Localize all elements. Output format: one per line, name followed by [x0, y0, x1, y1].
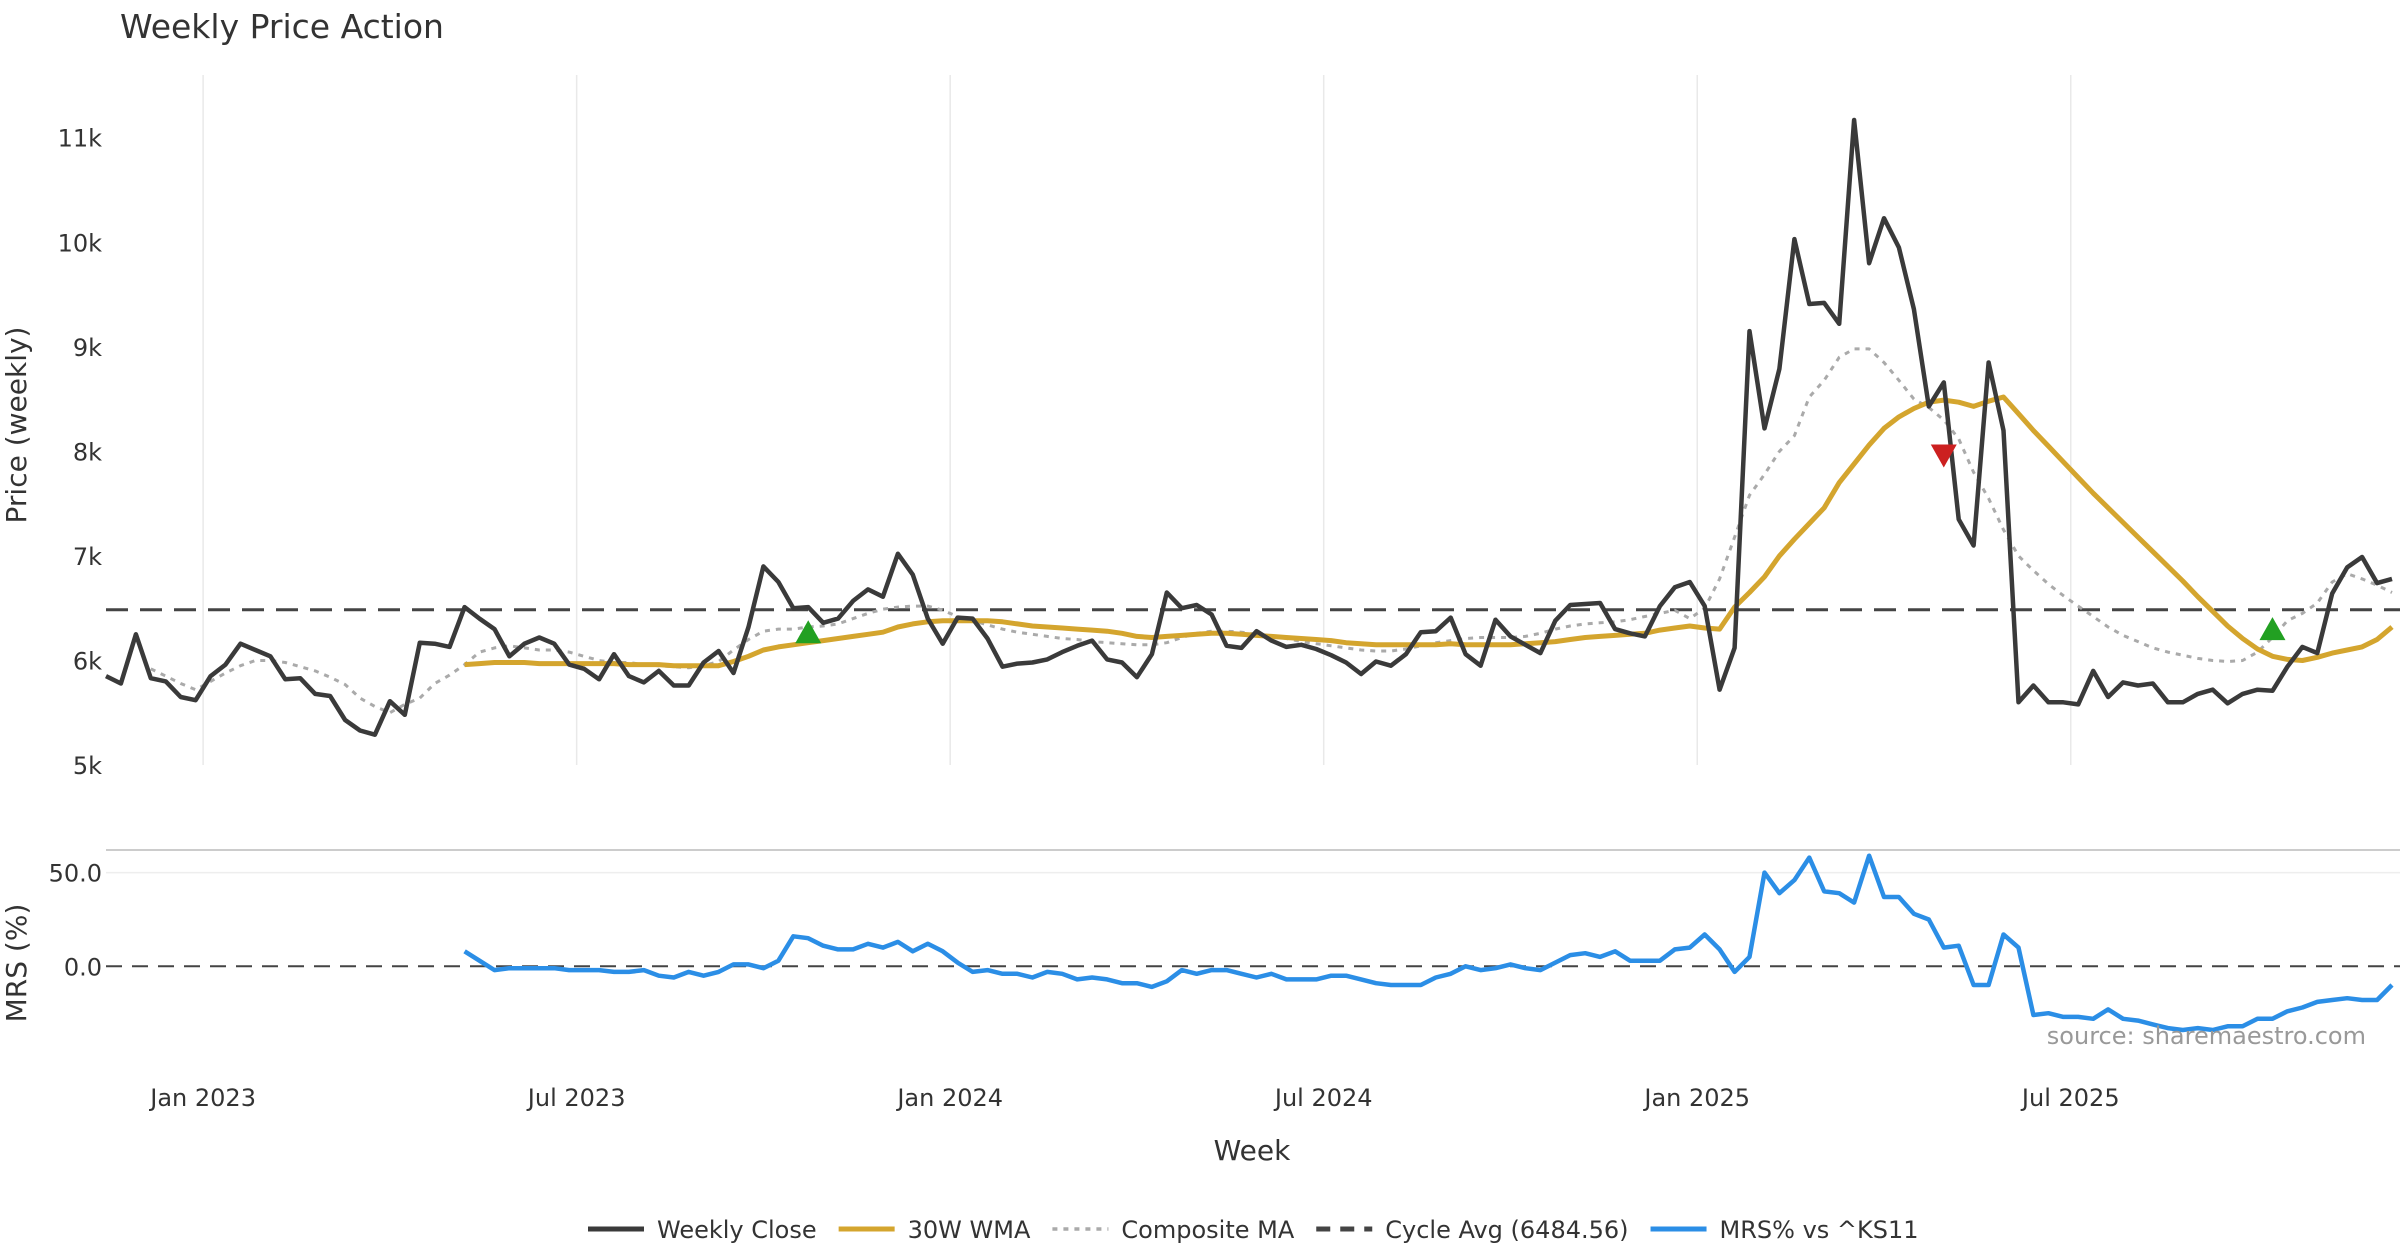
legend: Weekly Close 30W WMA Composite MA Cycle Avg…: [588, 1216, 1919, 1244]
legend-item: 30W WMA: [838, 1216, 1031, 1244]
series-line-weekly-close: [104, 117, 2393, 737]
price-y-tick-label: 6k: [73, 647, 102, 675]
legend-item: MRS% vs ^KS11: [1650, 1216, 1919, 1244]
x-axis-label: Week: [1214, 1134, 1291, 1167]
x-tick-label: Jul 2025: [2020, 1084, 2120, 1112]
mrs-axis-label: MRS (%): [0, 904, 33, 1023]
axes: Jan 2023 Jul 2023 Jan 2024 Jul 2024 Jan 2025…: [49, 125, 2120, 1112]
series-line-composite-ma: [150, 347, 2393, 715]
legend-item: Cycle Avg (6484.56): [1316, 1216, 1629, 1244]
buy-signal-marker: [2259, 617, 2286, 641]
price-y-tick-label: 9k: [73, 334, 102, 362]
legend-label: Composite MA: [1121, 1216, 1294, 1244]
legend-item: Composite MA: [1052, 1216, 1295, 1244]
price-y-tick-label: 11k: [58, 125, 103, 153]
grid: [106, 75, 2400, 874]
price-axis-label: Price (weekly): [0, 327, 33, 524]
mrs-y-tick-label: 50.0: [49, 860, 102, 888]
legend-item: Weekly Close: [588, 1216, 817, 1244]
price-y-tick-label: 10k: [58, 229, 103, 257]
mrs-y-tick-label: 0.0: [64, 953, 102, 981]
series-line-30w-wma: [464, 394, 2394, 669]
sell-signal-marker: [1930, 444, 1957, 468]
price-panel: [104, 117, 2400, 737]
x-tick-label: Jan 2023: [148, 1084, 256, 1112]
legend-label: Weekly Close: [657, 1216, 817, 1244]
price-y-tick-label: 7k: [73, 543, 102, 571]
price-y-tick-label: 8k: [73, 438, 102, 466]
mrs-panel: [106, 853, 2400, 1033]
x-tick-label: Jan 2025: [1642, 1084, 1750, 1112]
legend-label: MRS% vs ^KS11: [1720, 1216, 1919, 1244]
buy-signal-marker: [795, 620, 822, 644]
x-tick-label: Jul 2023: [526, 1084, 626, 1112]
x-tick-label: Jan 2024: [895, 1084, 1003, 1112]
price-y-tick-label: 5k: [73, 752, 102, 780]
chart-title: Weekly Price Action: [120, 7, 444, 46]
series-line-mrs: [463, 853, 2394, 1033]
legend-label: Cycle Avg (6484.56): [1385, 1216, 1628, 1244]
legend-label: 30W WMA: [908, 1216, 1031, 1244]
x-tick-label: Jul 2024: [1273, 1084, 1373, 1112]
source-credit: source: sharemaestro.com: [2047, 1022, 2366, 1050]
